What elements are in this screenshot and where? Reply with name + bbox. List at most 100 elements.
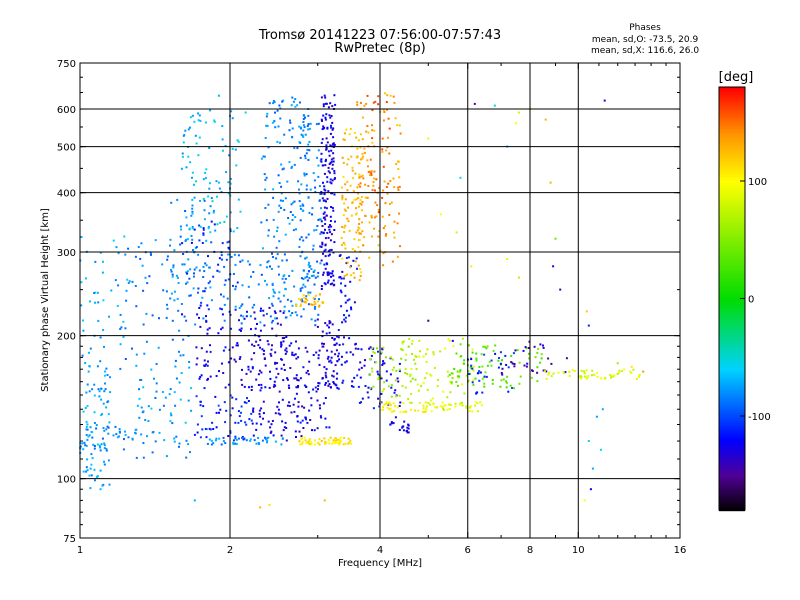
colorbar-band: [719, 445, 745, 448]
data-point: [223, 319, 226, 322]
data-point: [257, 437, 260, 439]
data-point: [210, 241, 213, 244]
data-point: [355, 136, 358, 139]
data-point: [377, 103, 380, 106]
data-point: [259, 264, 262, 267]
data-point: [386, 94, 389, 97]
data-point: [402, 429, 405, 432]
data-point: [345, 262, 348, 265]
data-point: [359, 182, 362, 185]
data-point: [409, 375, 411, 378]
data-point: [185, 224, 188, 227]
data-point: [362, 177, 365, 180]
colorbar-band: [719, 93, 745, 96]
data-point: [447, 375, 450, 378]
colorbar-band: [719, 215, 745, 218]
data-point: [240, 405, 243, 408]
data-point: [303, 384, 306, 387]
data-point: [311, 213, 313, 216]
data-point: [251, 366, 254, 369]
data-point: [253, 352, 256, 355]
data-point: [289, 121, 292, 124]
data-point: [188, 277, 191, 280]
data-point: [227, 278, 230, 281]
data-point: [312, 388, 315, 391]
data-point: [383, 180, 386, 183]
data-point: [237, 140, 240, 143]
data-point: [361, 230, 364, 233]
colorbar-band: [719, 335, 745, 338]
data-point: [105, 448, 108, 450]
data-point: [360, 366, 363, 369]
data-point: [207, 282, 210, 285]
colorbar-band: [719, 185, 745, 188]
data-point: [299, 298, 302, 301]
data-point: [144, 276, 147, 279]
data-point: [229, 230, 232, 233]
data-point: [232, 442, 235, 445]
data-point: [103, 390, 106, 393]
data-point: [148, 275, 151, 278]
data-point: [367, 386, 370, 389]
data-point: [331, 374, 334, 377]
data-point: [580, 369, 583, 372]
data-point: [263, 173, 266, 176]
data-point: [220, 191, 223, 193]
colorbar-band: [719, 441, 745, 444]
data-point: [255, 428, 258, 431]
data-point: [271, 282, 274, 285]
data-point: [116, 436, 119, 439]
data-point: [399, 132, 402, 135]
data-point: [325, 214, 328, 217]
data-point: [231, 147, 234, 150]
data-point: [89, 426, 92, 429]
data-point: [370, 216, 373, 219]
data-point: [620, 370, 623, 373]
data-point: [190, 241, 193, 244]
data-point: [302, 121, 305, 123]
data-point: [209, 231, 212, 234]
data-point: [99, 360, 102, 363]
colorbar-band: [719, 179, 745, 182]
data-point: [299, 421, 302, 424]
data-point: [328, 320, 331, 323]
data-point: [284, 349, 287, 352]
data-point: [544, 118, 547, 121]
data-point: [142, 323, 145, 326]
data-point: [367, 396, 370, 399]
data-point: [314, 186, 317, 189]
data-point: [96, 365, 99, 368]
data-point: [220, 254, 223, 257]
data-point: [436, 406, 439, 409]
data-point: [190, 235, 193, 237]
data-point: [85, 428, 88, 431]
data-point: [91, 457, 94, 460]
data-point: [257, 344, 260, 347]
data-point: [190, 387, 193, 390]
data-point: [342, 241, 345, 244]
data-point: [112, 434, 115, 437]
data-point: [343, 139, 346, 141]
colorbar-band: [719, 507, 745, 510]
data-point: [316, 260, 319, 263]
data-point: [360, 196, 363, 198]
data-point: [250, 358, 253, 361]
data-point: [107, 400, 110, 403]
data-point: [253, 311, 256, 314]
data-point: [254, 327, 257, 330]
data-point: [138, 416, 141, 419]
data-point: [217, 263, 220, 266]
data-point: [396, 222, 399, 225]
data-point: [187, 258, 190, 261]
data-point: [128, 280, 131, 283]
data-point: [103, 429, 106, 432]
data-point: [398, 185, 401, 188]
data-point: [426, 348, 429, 351]
data-point: [429, 403, 432, 406]
data-point: [342, 443, 345, 446]
data-point: [414, 409, 417, 412]
data-point: [332, 209, 335, 212]
colorbar-band: [719, 397, 745, 400]
data-point: [149, 252, 152, 255]
data-point: [373, 170, 376, 173]
